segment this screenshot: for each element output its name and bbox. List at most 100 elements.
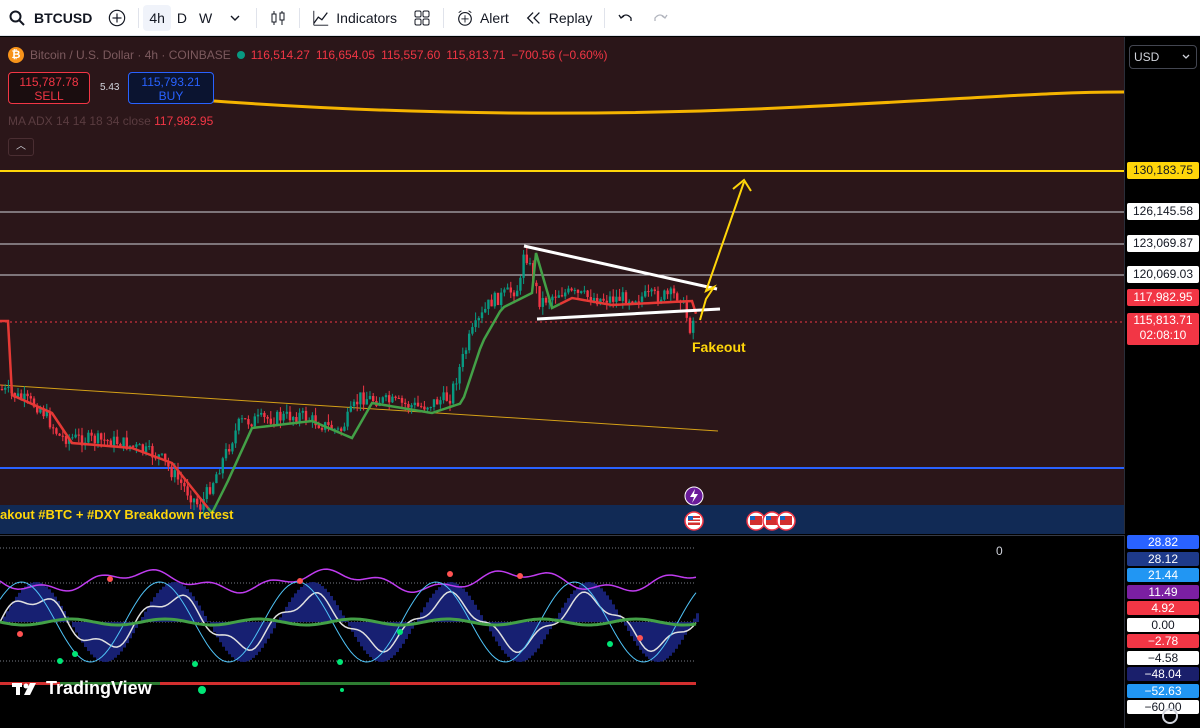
redo-icon: [654, 13, 668, 21]
osc-scale-label: 28.12: [1127, 551, 1199, 566]
bar-countdown: 02:08:10: [1139, 328, 1187, 342]
osc-scale-label: −2.78: [1127, 634, 1199, 648]
triangle-upper: [523, 244, 718, 291]
legend-title: Bitcoin / U.S. Dollar · 4h · COINBASE: [30, 48, 231, 62]
market-status-icon: [236, 51, 245, 59]
currency-label: USD: [1134, 50, 1160, 64]
osc-scale-label: −52.63: [1127, 683, 1199, 698]
timeframe-4h[interactable]: 4h: [143, 4, 171, 31]
legend-close: 115,813.71: [446, 48, 506, 62]
descending-trendline: [0, 384, 719, 432]
osc-signal-dots: [17, 571, 643, 667]
indicators-label: Indicators: [336, 9, 397, 26]
long-ma-line: [199, 90, 1124, 115]
osc-scale-label: −4.58: [1127, 650, 1199, 665]
rewind-icon: [526, 11, 540, 24]
legend-change: −700.56 (−0.60%): [511, 48, 608, 62]
last-price-value: 115,813.71: [1133, 313, 1193, 327]
legend-open: 116,514.27: [250, 48, 310, 62]
undo-icon: [618, 13, 633, 21]
osc-white-line: [0, 590, 697, 653]
osc-scale-label: 11.49: [1127, 584, 1199, 599]
ma-fast-bear: [0, 296, 698, 514]
idea-title-text: akout #BTC + #DXY Breakdown retest: [0, 507, 234, 522]
osc-scale-label: 21.44: [1127, 568, 1199, 582]
main-chart-pane[interactable]: ₿ Bitcoin / U.S. Dollar · 4h · COINBASE …: [0, 37, 1124, 534]
last-price-label: 115,813.71 02:08:10: [1127, 313, 1199, 345]
alert-button[interactable]: Alert: [448, 0, 517, 35]
symbol-label: BTCUSD: [34, 9, 93, 26]
sell-label: SELL: [34, 89, 64, 103]
settings-icon[interactable]: [1162, 708, 1178, 724]
divider: [299, 7, 301, 28]
layouts-button[interactable]: [405, 0, 439, 35]
ma-legend: MA ADX 14 14 18 34 close 117,982.95: [8, 114, 213, 128]
undo-button[interactable]: [609, 0, 643, 35]
support-zone: [0, 505, 1124, 534]
indicators-icon: [313, 10, 329, 26]
add-circle-icon: [109, 9, 126, 26]
tradingview-logo: TradingView: [12, 678, 152, 699]
buy-label: BUY: [158, 89, 184, 103]
indicators-button[interactable]: Indicators: [304, 0, 405, 35]
legend-high: 116,654.05: [315, 48, 376, 62]
candles-group: [0, 247, 695, 516]
fakeout-annotation: Fakeout: [692, 339, 746, 355]
timeframe-dropdown[interactable]: [218, 0, 252, 35]
legend-low: 115,557.60: [381, 48, 441, 62]
scale-level-4: 120,069.03: [1127, 266, 1199, 283]
watermark-text: TradingView: [46, 678, 152, 698]
compare-button[interactable]: [100, 0, 134, 35]
buy-button[interactable]: 115,793.21 BUY: [128, 72, 214, 104]
tradingview-icon: [12, 682, 36, 695]
divider: [138, 7, 140, 28]
top-toolbar: BTCUSD 4h D W Indicators Alert Replay: [0, 0, 1200, 36]
buy-price: 115,793.21: [141, 75, 201, 89]
osc-scale-label: 28.82: [1127, 535, 1199, 549]
divider: [604, 7, 606, 28]
ma-legend-name: MA ADX 14 14 18 34 close: [8, 114, 151, 128]
chevron-down-icon: [1182, 54, 1190, 59]
price-scale[interactable]: USD 130,183.75 126,145.58 123,069.87 120…: [1124, 37, 1200, 534]
oscillator-scale[interactable]: 28.82 28.12 21.44 11.49 4.92 0.00 −2.78 −4.58 −4…: [1124, 535, 1200, 728]
price-chart-svg: [0, 90, 1124, 516]
alert-label: Alert: [479, 9, 509, 26]
osc-green-line: [0, 617, 697, 627]
spread-value: 5.43: [100, 82, 120, 93]
oscillator-svg: [0, 547, 699, 694]
chevron-down-icon: [230, 15, 240, 21]
breakout-arrow: [699, 181, 745, 321]
alarm-clock-icon: [458, 9, 472, 26]
redo-button[interactable]: [643, 0, 677, 35]
grid-icon: [414, 10, 430, 25]
chart-legend: ₿ Bitcoin / U.S. Dollar · 4h · COINBASE …: [8, 47, 608, 63]
search-icon: [9, 10, 25, 26]
event-markers[interactable]: [680, 485, 800, 534]
sell-price: 115,787.78: [19, 75, 79, 89]
ma-legend-value: 117,982.95: [154, 114, 214, 128]
currency-selector[interactable]: USD: [1129, 45, 1197, 69]
bitcoin-icon: ₿: [8, 47, 24, 63]
scale-ma-value: 117,982.95: [1127, 289, 1199, 306]
timeframe-w[interactable]: W: [199, 9, 213, 26]
symbol-search[interactable]: BTCUSD: [0, 0, 100, 35]
replay-button[interactable]: Replay: [517, 0, 601, 35]
osc-scale-label: 4.92: [1127, 601, 1199, 615]
replay-label: Replay: [548, 9, 593, 26]
scale-level-3: 123,069.87: [1127, 235, 1199, 252]
osc-scale-label: 0.00: [1127, 617, 1199, 632]
triangle-lower: [536, 307, 721, 321]
oscillator-pane[interactable]: 0 TradingView: [0, 535, 1124, 728]
timeframe-d[interactable]: D: [176, 9, 188, 26]
ma-fast-bull: [207, 252, 561, 516]
scale-level-2: 126,145.58: [1127, 203, 1199, 220]
osc-scale-label: −48.04: [1127, 667, 1199, 681]
sell-button[interactable]: 115,787.78 SELL: [8, 72, 90, 104]
collapse-legend-button[interactable]: ︿: [8, 138, 34, 156]
scale-level-1: 130,183.75: [1127, 162, 1199, 179]
divider: [256, 7, 258, 28]
osc-purple-line: [0, 568, 697, 594]
divider: [442, 7, 444, 28]
chart-type-button[interactable]: [261, 0, 295, 35]
candles-icon: [271, 10, 285, 25]
